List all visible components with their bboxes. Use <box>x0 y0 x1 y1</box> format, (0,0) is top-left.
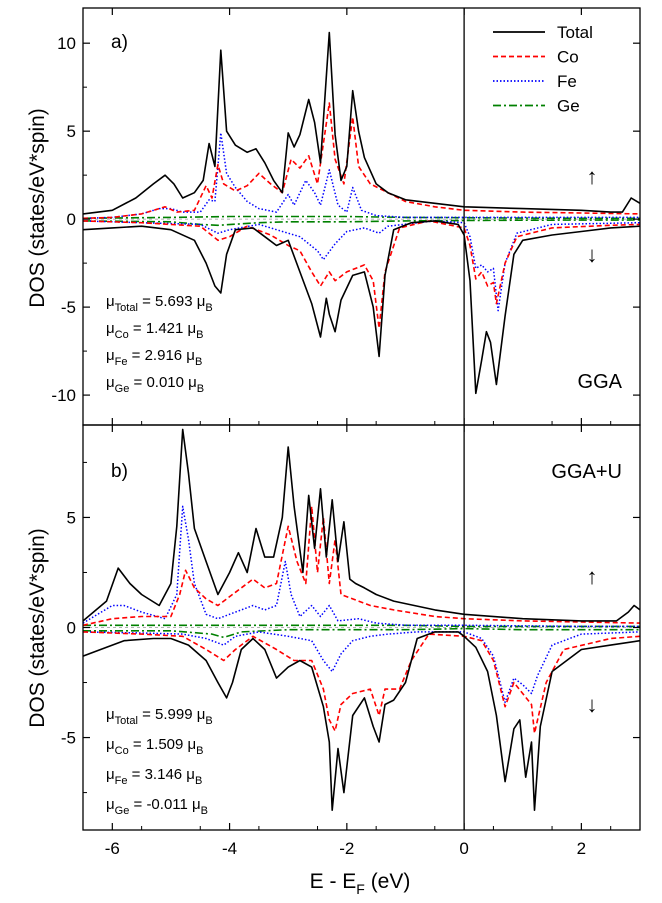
moment-total: μTotal = 5.999 μB <box>106 706 213 727</box>
y-axis-label-bottom: DOS (states/eV*spin) <box>26 528 49 728</box>
series-fe-down-line <box>83 631 640 704</box>
plot-area-1 <box>83 428 640 812</box>
series-co-up-line <box>83 102 640 220</box>
moment-ge: μGe = -0.011 μB <box>106 796 208 817</box>
series-total-down-line <box>83 220 640 395</box>
y-tick-label: 0 <box>67 210 76 229</box>
x-axis-label-sub: F <box>356 881 365 897</box>
moment-co: μCo = 1.421 μB <box>106 320 204 341</box>
moment-total: μTotal = 5.693 μB <box>106 293 213 314</box>
y-tick-label: 5 <box>67 122 76 141</box>
x-axis-label-unit: (eV) <box>365 870 411 893</box>
panel-b: -5 0 5 -6 -4 -2 0 2 b) GGA+U ↑ ↓ μTotal = 5.999 μB μC… <box>61 424 641 858</box>
series-ge-up-line <box>83 215 640 220</box>
x-tick-label: -6 <box>105 839 120 858</box>
y-tick-label: 0 <box>67 619 76 638</box>
method-label: GGA <box>578 371 623 393</box>
series-ge-down-line <box>83 627 640 639</box>
method-label: GGA+U <box>551 461 622 483</box>
y-tick-label: -10 <box>51 386 76 405</box>
y-tick-label: 10 <box>57 34 76 53</box>
moment-fe: μFe = 3.146 μB <box>106 766 202 787</box>
panel-a: -10 -5 0 5 10 a) GGA ↑ ↓ μTotal = 5.693 μB μCo = 1… <box>51 7 641 426</box>
series-total-up-line <box>83 31 640 215</box>
panel-label: a) <box>111 32 128 53</box>
legend: Total Co Fe Ge <box>493 23 593 116</box>
legend-label-total: Total <box>557 23 593 42</box>
y-axis-label-top: DOS (states/eV*spin) <box>26 108 49 308</box>
series-co-down-line <box>83 220 640 330</box>
series-total-down-line <box>83 631 640 812</box>
x-tick-label: 0 <box>459 839 468 858</box>
moment-co: μCo = 1.509 μB <box>106 736 204 757</box>
spin-up-arrow: ↑ <box>587 164 598 189</box>
legend-label-fe: Fe <box>557 72 577 91</box>
series-fe-up-line <box>83 505 640 628</box>
spin-down-arrow: ↓ <box>587 242 598 267</box>
moment-ge: μGe = 0.010 μB <box>106 374 204 395</box>
x-tick-label: -2 <box>339 839 354 858</box>
series-ge-down-line <box>83 219 640 227</box>
series-ge-up-line <box>83 624 640 628</box>
legend-label-ge: Ge <box>557 97 580 116</box>
x-tick-label: -4 <box>222 839 237 858</box>
moment-fe: μFe = 2.916 μB <box>106 347 202 368</box>
x-axis-label-main: E - E <box>310 870 357 893</box>
series-total-up-line <box>83 428 640 622</box>
y-tick-label: 5 <box>67 508 76 527</box>
panel-label: b) <box>111 461 128 482</box>
y-tick-label: -5 <box>61 298 76 317</box>
x-tick-label: 2 <box>577 839 586 858</box>
plot-area-0 <box>83 31 640 395</box>
series-co-down-line <box>83 631 640 735</box>
series-co-up-line <box>83 505 640 627</box>
spin-down-arrow: ↓ <box>587 692 598 717</box>
series-fe-down-line <box>83 220 640 312</box>
x-axis-label: E - EF (eV) <box>310 870 411 897</box>
legend-label-co: Co <box>557 48 579 67</box>
y-tick-label: -5 <box>61 729 76 748</box>
spin-up-arrow: ↑ <box>587 564 598 589</box>
